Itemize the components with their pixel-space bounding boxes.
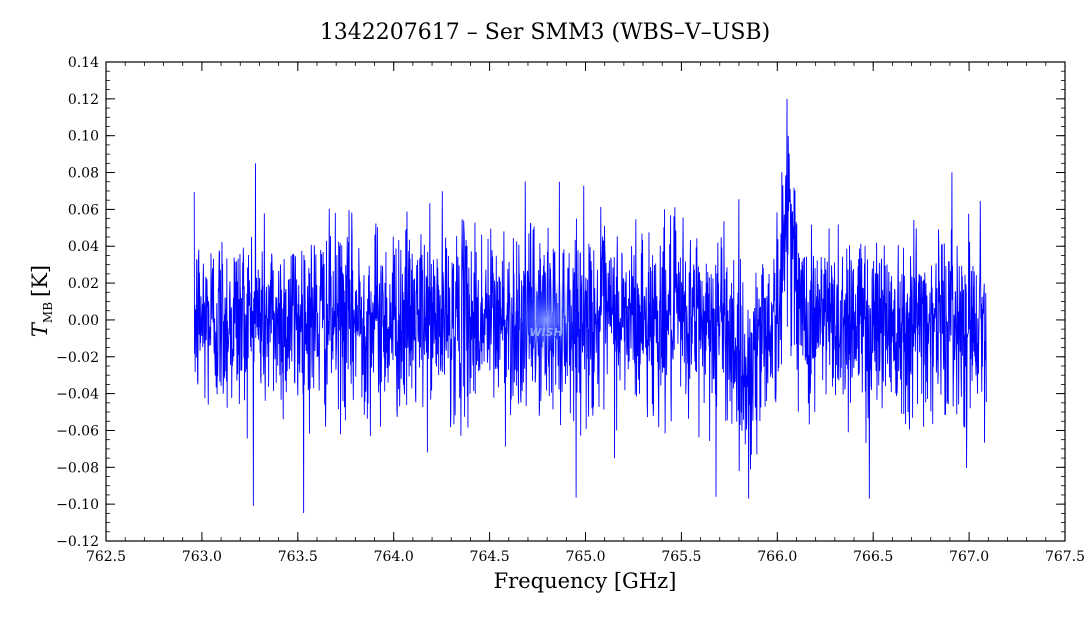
y-tick-label: −0.06: [56, 423, 99, 439]
y-axis-label: TMB [K]: [28, 265, 55, 337]
spectrum-line: [193, 98, 987, 514]
y-axis-unit: [K]: [28, 265, 52, 297]
y-tick-label: 0.02: [68, 276, 99, 292]
x-axis-ticks: 762.5 763.0 763.5 764.0 764.5 765.0 765.5 766.0…: [86, 62, 1085, 565]
y-tick-label: 0.14: [68, 55, 99, 71]
y-axis-subscript: MB: [41, 302, 55, 323]
watermark-text: WISH: [529, 326, 562, 339]
y-tick-label: 0.08: [68, 166, 99, 182]
x-tick-label: 767.0: [949, 549, 989, 565]
y-tick-label: 0.04: [68, 239, 99, 255]
y-tick-label: −0.04: [56, 387, 99, 403]
y-axis-symbol: T: [28, 321, 52, 337]
y-tick-label: 0.10: [68, 129, 99, 145]
x-tick-label: 764.0: [374, 549, 414, 565]
y-tick-label: −0.12: [56, 534, 99, 550]
spectrum-series: [193, 98, 987, 514]
x-tick-label: 767.5: [1045, 549, 1085, 565]
x-tick-label: 766.0: [757, 549, 797, 565]
x-tick-label: 763.5: [278, 549, 318, 565]
y-tick-label: −0.02: [56, 350, 99, 366]
x-tick-label: 765.0: [565, 549, 605, 565]
y-tick-label: 0.00: [68, 313, 99, 329]
y-tick-label: −0.10: [56, 497, 99, 513]
x-tick-label: 763.0: [182, 549, 222, 565]
x-axis-label: Frequency [GHz]: [494, 569, 677, 593]
y-tick-label: 0.12: [68, 92, 99, 108]
x-tick-label: 762.5: [86, 549, 126, 565]
y-tick-label: −0.08: [56, 460, 99, 476]
chart-title: 1342207617 – Ser SMM3 (WBS–V–USB): [320, 20, 770, 45]
x-tick-label: 764.5: [470, 549, 510, 565]
x-tick-label: 766.5: [853, 549, 893, 565]
y-tick-label: 0.06: [68, 202, 99, 218]
wish-watermark: WISH: [504, 278, 588, 362]
x-tick-label: 765.5: [661, 549, 701, 565]
y-axis-ticks: −0.12 −0.10 −0.08 −0.06 −0.04 −0.02 0.00 0.02 0.…: [56, 55, 1065, 550]
